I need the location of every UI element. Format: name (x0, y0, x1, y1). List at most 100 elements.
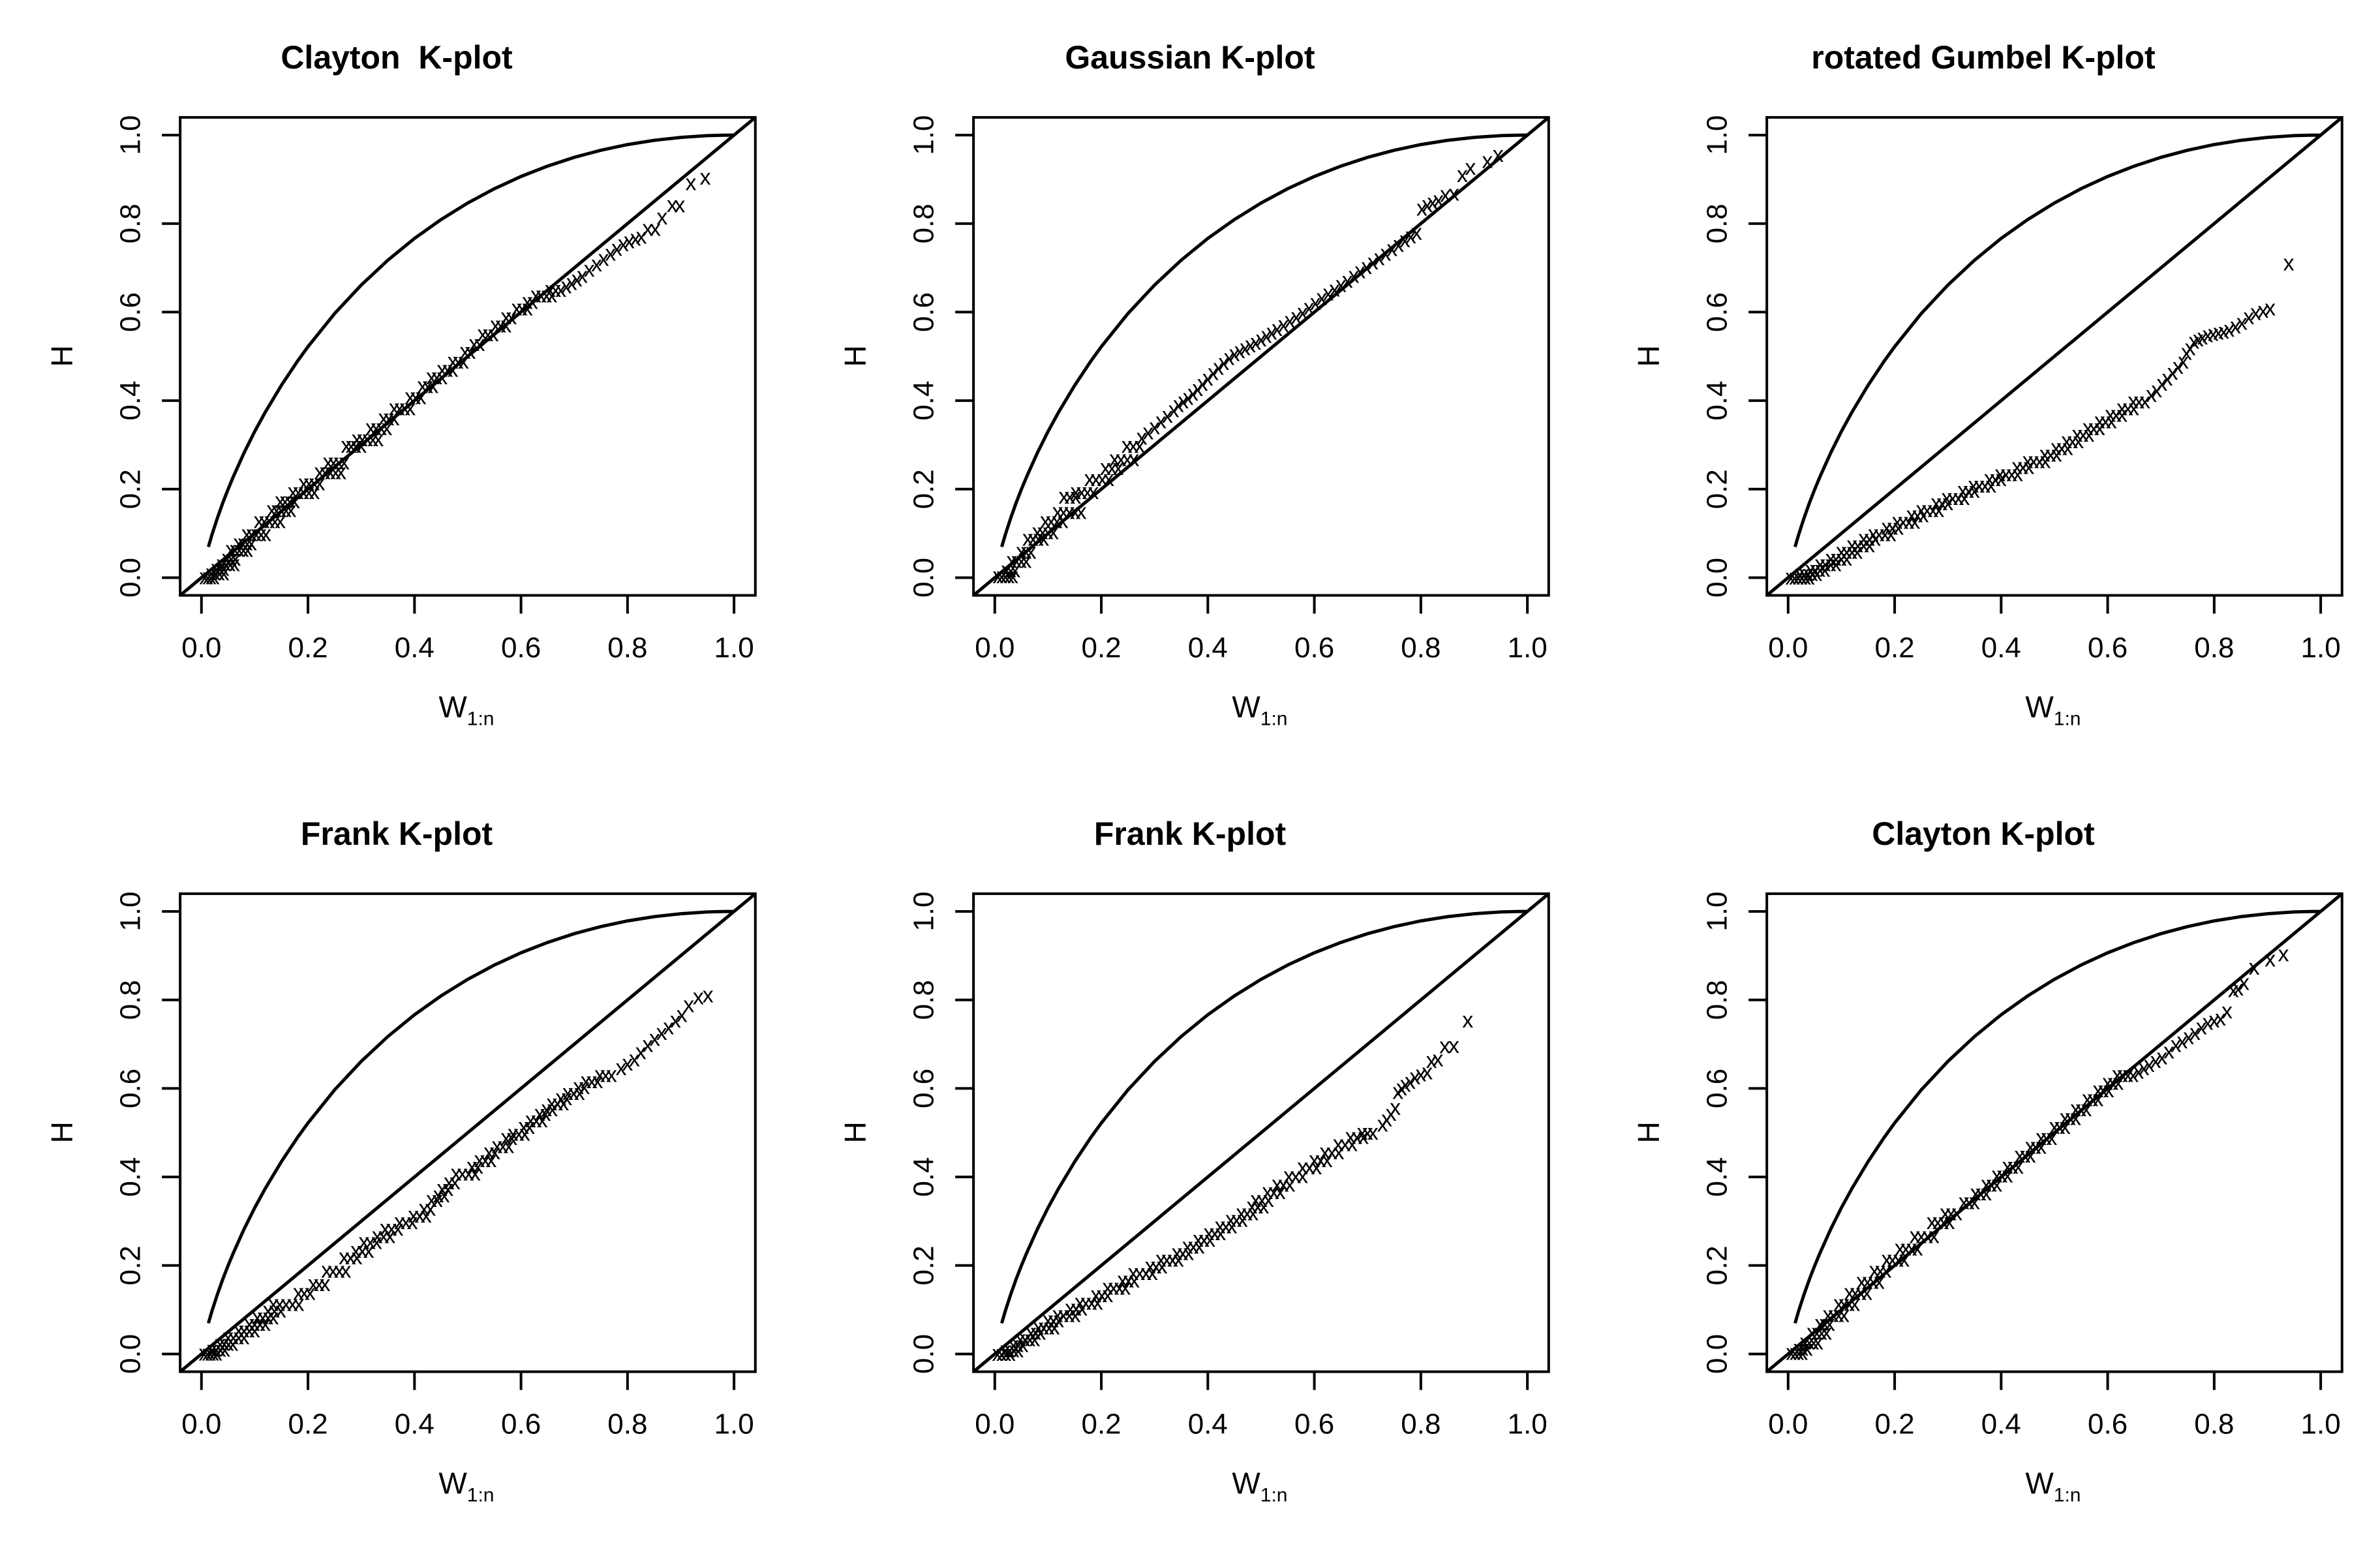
svg-text:x: x (1974, 473, 1985, 498)
svg-text:x: x (284, 489, 296, 513)
svg-text:x: x (1893, 515, 1904, 540)
svg-text:x: x (1290, 1163, 1302, 1188)
svg-text:x: x (1011, 548, 1022, 573)
svg-text:x: x (1229, 342, 1240, 367)
svg-text:x: x (518, 1114, 529, 1139)
svg-text:x: x (1816, 1320, 1827, 1345)
svg-text:x: x (1033, 1315, 1044, 1339)
svg-text:0.8: 0.8 (1701, 980, 1733, 1020)
svg-text:x: x (365, 416, 376, 440)
svg-text:x: x (1035, 1320, 1046, 1345)
svg-text:x: x (237, 530, 249, 555)
svg-text:x: x (1904, 510, 1915, 534)
svg-text:x: x (281, 497, 292, 522)
svg-text:x: x (503, 1133, 514, 1158)
svg-text:x: x (480, 1147, 491, 1172)
svg-text:x: x (630, 226, 641, 251)
svg-text:x: x (656, 1020, 667, 1045)
svg-text:x: x (1880, 1258, 1891, 1283)
svg-text:0.8: 0.8 (1401, 632, 1441, 664)
svg-text:x: x (1058, 484, 1069, 509)
svg-text:x: x (239, 1324, 250, 1349)
plot-title: rotated Gumbel K-plot (1811, 39, 2156, 76)
svg-text:x: x (1347, 1131, 1358, 1156)
y-axis-label: H (45, 345, 79, 367)
svg-text:x: x (262, 1298, 273, 1322)
svg-text:x: x (2094, 409, 2105, 434)
svg-text:x: x (1392, 1079, 1403, 1104)
svg-text:x: x (572, 267, 583, 292)
svg-text:x: x (2034, 449, 2045, 474)
svg-text:x: x (2208, 1008, 2220, 1033)
svg-text:x: x (2171, 1032, 2182, 1057)
svg-text:x: x (1334, 1139, 1345, 1164)
svg-text:1.0: 1.0 (1508, 632, 1548, 664)
svg-text:x: x (594, 1062, 605, 1087)
svg-text:x: x (2075, 1096, 2086, 1121)
svg-text:x: x (2215, 1005, 2226, 1030)
svg-text:0.4: 0.4 (1701, 1157, 1733, 1196)
svg-text:x: x (536, 282, 547, 307)
svg-text:x: x (1250, 330, 1261, 355)
svg-text:x: x (606, 1062, 617, 1087)
svg-text:x: x (298, 471, 309, 496)
svg-text:0.6: 0.6 (501, 632, 541, 664)
svg-text:x: x (442, 1176, 453, 1201)
svg-text:1.0: 1.0 (908, 891, 940, 931)
svg-text:x: x (1113, 455, 1124, 480)
svg-text:x: x (1933, 497, 1944, 522)
svg-text:x: x (587, 1069, 598, 1093)
svg-text:x: x (522, 296, 533, 321)
svg-text:x: x (1797, 1340, 1808, 1365)
svg-text:x: x (1242, 1200, 1253, 1225)
svg-text:x: x (1968, 473, 1979, 498)
svg-text:x: x (474, 331, 485, 356)
svg-text:0.6: 0.6 (908, 292, 940, 332)
svg-text:x: x (686, 171, 697, 196)
svg-text:x: x (1026, 540, 1037, 564)
svg-text:x: x (2223, 317, 2235, 342)
svg-text:x: x (2188, 329, 2199, 354)
svg-text:x: x (1247, 1194, 1258, 1219)
svg-text:x: x (1386, 237, 1397, 262)
svg-text:x: x (399, 395, 410, 420)
svg-text:x: x (1790, 1340, 1801, 1365)
svg-text:x: x (996, 1341, 1007, 1366)
svg-text:x: x (1155, 1247, 1167, 1271)
svg-text:x: x (1910, 510, 1921, 534)
svg-text:x: x (1912, 1236, 1923, 1260)
svg-text:x: x (616, 1055, 627, 1080)
svg-text:x: x (2128, 389, 2139, 414)
svg-text:x: x (214, 560, 225, 585)
svg-text:x: x (2203, 322, 2214, 347)
svg-text:0.8: 0.8 (1701, 204, 1733, 243)
svg-text:x: x (1240, 336, 1251, 361)
svg-text:x: x (2012, 461, 2023, 486)
svg-text:x: x (568, 1080, 579, 1104)
svg-text:x: x (1255, 327, 1266, 352)
svg-text:x: x (1021, 548, 1032, 573)
svg-text:x: x (1422, 192, 1433, 217)
svg-text:x: x (1915, 497, 1927, 522)
svg-text:x: x (591, 252, 602, 277)
svg-text:x: x (693, 984, 704, 1009)
svg-text:x: x (308, 1271, 319, 1296)
svg-text:x: x (2173, 354, 2184, 379)
svg-text:x: x (1278, 1172, 1289, 1196)
svg-text:x: x (210, 560, 221, 585)
svg-text:x: x (376, 416, 387, 440)
svg-text:0.0: 0.0 (181, 632, 221, 664)
x-axis-label: W1:n (2025, 1466, 2081, 1506)
svg-text:x: x (1874, 1269, 1885, 1294)
svg-text:x: x (1120, 1275, 1131, 1300)
svg-text:x: x (1964, 1189, 1975, 1214)
svg-text:0.4: 0.4 (1188, 1408, 1228, 1440)
svg-text:0.0: 0.0 (115, 1333, 147, 1373)
svg-text:0.4: 0.4 (908, 1157, 940, 1196)
svg-text:x: x (1947, 485, 1959, 510)
svg-text:x: x (1808, 1330, 1820, 1354)
svg-text:x: x (2163, 1039, 2174, 1063)
svg-text:x: x (483, 1139, 495, 1164)
svg-text:x: x (1129, 1268, 1140, 1292)
svg-text:x: x (1984, 466, 1995, 491)
